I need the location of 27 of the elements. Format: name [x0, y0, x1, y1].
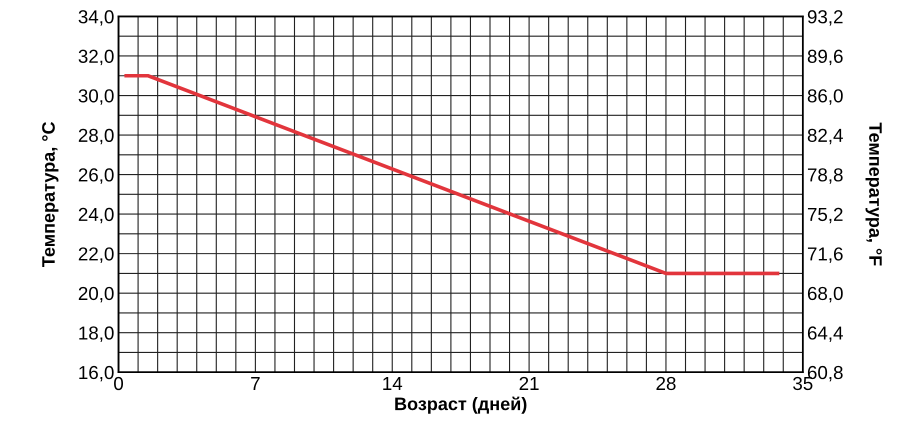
x-tick-label: 7 [251, 377, 260, 390]
y-axis-title: Температура, °C [42, 122, 58, 267]
y-tick-label: 24,0 [78, 208, 114, 224]
y-tick-label: 30,0 [78, 89, 114, 105]
y-tick-label: 32,0 [78, 50, 114, 66]
y2-tick-label: 78,8 [808, 168, 843, 184]
x-axis-title: Возраст (дней) [395, 396, 526, 414]
y-tick-label: 22,0 [78, 247, 114, 263]
y-tick-label: 18,0 [79, 326, 114, 342]
y2-tick-label: 93,2 [808, 10, 843, 26]
y-tick-label: 16,0 [79, 366, 114, 382]
y2-axis-title: Температура, °F [866, 122, 882, 266]
y-tick-label: 26,0 [78, 168, 114, 184]
x-tick-label: 21 [520, 376, 539, 390]
y2-tick-label: 64,4 [808, 326, 843, 342]
x-tick-label: 28 [656, 376, 676, 390]
y2-tick-label: 71,6 [808, 247, 843, 263]
y2-tick-label: 68,0 [808, 286, 843, 302]
y2-tick-label: 82,4 [808, 128, 843, 144]
y2-tick-label: 86,0 [808, 89, 843, 105]
x-tick-label: 0 [114, 376, 124, 390]
x-tick-label: 14 [383, 377, 402, 390]
y2-tick-label: 89,6 [808, 50, 843, 66]
y-tick-label: 28,0 [78, 128, 114, 144]
y2-tick-label: 75,2 [808, 208, 843, 224]
y-tick-label: 20,0 [78, 286, 114, 302]
y-tick-label: 34,0 [78, 10, 114, 26]
